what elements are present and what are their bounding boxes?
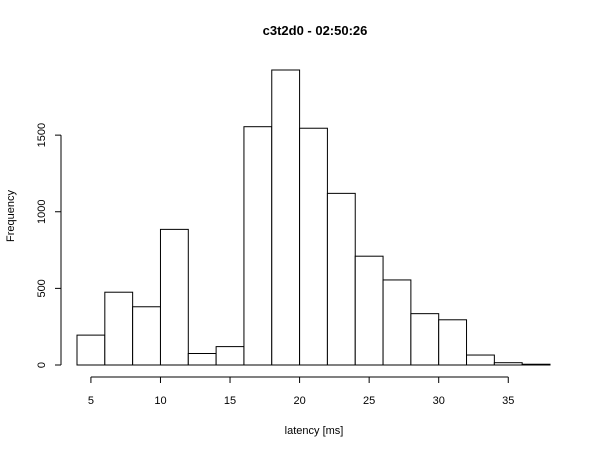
histogram-bar [76,334,106,366]
histogram-bar [410,313,440,366]
histogram-bar [104,291,134,366]
histogram-bar [243,126,273,366]
histogram-bar [382,279,412,366]
histogram-bar [215,346,245,366]
histogram-bar [354,255,384,366]
histogram-bar [466,354,495,366]
histogram-bar [438,319,468,366]
histogram-bar [299,127,328,366]
x-tick-label: 15 [224,395,236,407]
x-axis-label: latency [ms] [285,425,344,437]
x-tick-label: 20 [293,395,305,407]
histogram-bar [326,192,356,366]
y-tick-label: 500 [36,279,48,297]
histogram-bar [187,353,217,366]
x-tick-label: 10 [154,395,166,407]
x-tick-label: 35 [502,395,514,407]
y-tick-label: 1500 [36,123,48,147]
histogram-bar [159,228,189,366]
y-axis: 0 500 1000 1500 [36,123,62,368]
y-axis-label: Frequency [5,190,17,242]
histogram-bar [271,69,301,366]
histogram-bar [132,306,161,366]
y-tick-label: 0 [36,362,48,368]
x-tick-label: 30 [433,395,445,407]
histogram-bar [521,363,551,366]
x-axis: 5 10 15 20 25 30 35 [88,376,514,407]
bars-group [76,69,551,366]
histogram-bar [493,362,523,366]
chart-title: c3t2d0 - 02:50:26 [263,23,368,38]
x-tick-label: 5 [88,395,94,407]
x-tick-label: 25 [363,395,375,407]
y-tick-label: 1000 [36,200,48,224]
